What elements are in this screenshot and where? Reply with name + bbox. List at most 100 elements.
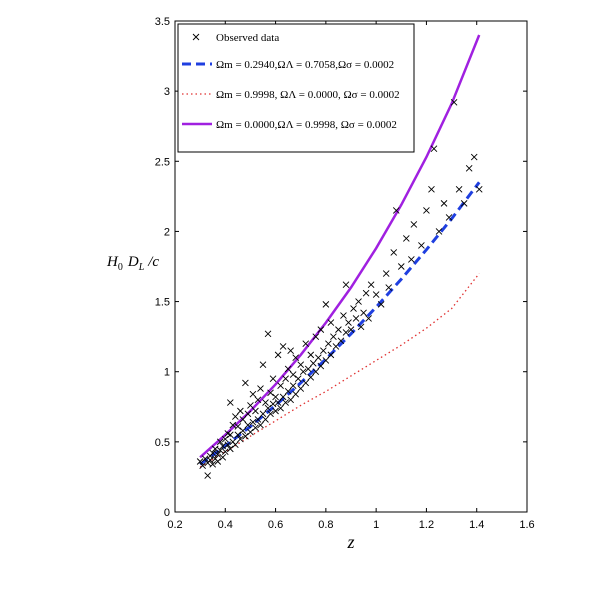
data-point xyxy=(307,374,315,381)
data-point xyxy=(397,263,405,270)
data-point xyxy=(292,354,300,362)
data-point xyxy=(335,326,342,333)
data-point xyxy=(289,382,297,390)
data-point xyxy=(304,365,312,373)
data-point xyxy=(211,445,219,453)
data-point xyxy=(330,333,337,340)
data-point xyxy=(428,186,435,193)
data-point xyxy=(418,242,425,249)
y-axis-label-text: H0 DL/c xyxy=(106,254,159,273)
plot-frame xyxy=(174,20,528,513)
data-point xyxy=(259,361,267,369)
data-point xyxy=(237,435,244,443)
x-tick-label: 0.8 xyxy=(318,519,333,531)
data-point xyxy=(385,284,393,291)
data-point xyxy=(360,309,367,317)
data-point xyxy=(279,343,287,350)
data-point xyxy=(410,221,418,228)
data-point xyxy=(408,256,415,263)
data-point xyxy=(244,410,252,418)
data-point xyxy=(242,432,249,440)
data-point xyxy=(214,458,222,465)
legend: Observed data Ωm = 0.2940,ΩΛ = 0.7058,Ωσ … xyxy=(177,23,415,153)
data-point xyxy=(382,270,390,277)
data-point xyxy=(402,235,410,242)
data-point xyxy=(224,441,232,448)
x-tick-label: 1.6 xyxy=(519,519,534,531)
data-point xyxy=(299,368,307,376)
y-tick-label: 0.5 xyxy=(155,437,170,449)
y-tick-label: 1 xyxy=(164,367,170,379)
x-tick-label: 0.2 xyxy=(167,519,182,531)
data-point xyxy=(242,379,249,387)
data-point xyxy=(392,207,400,214)
data-point xyxy=(239,427,247,434)
data-point xyxy=(320,347,327,354)
data-point xyxy=(365,315,372,322)
data-point xyxy=(209,460,217,468)
data-point xyxy=(257,385,264,392)
data-point xyxy=(357,323,365,331)
data-point xyxy=(284,365,292,373)
data-point xyxy=(460,200,468,207)
data-point xyxy=(440,200,448,207)
data-point xyxy=(294,375,302,383)
data-point xyxy=(430,145,438,152)
data-point xyxy=(209,449,217,457)
series-line-dotted xyxy=(199,273,480,468)
data-point xyxy=(282,375,289,383)
legend-entry-0: Observed data xyxy=(216,32,279,44)
data-point xyxy=(252,407,259,415)
data-point xyxy=(337,337,345,345)
data-point xyxy=(327,319,335,326)
data-point xyxy=(332,343,340,350)
data-point xyxy=(274,399,282,406)
data-point xyxy=(244,421,252,429)
data-point xyxy=(204,472,212,479)
data-point xyxy=(219,453,227,461)
data-point xyxy=(216,438,224,446)
data-point xyxy=(322,357,330,364)
data-point xyxy=(254,416,262,423)
axis-ticks: 0.2 0.4 0.6 0.8 1 1.2 1.4 1.6 0 0.5 1 1.5 2 2.5 3 3.5 xyxy=(155,16,535,531)
data-point xyxy=(342,329,350,336)
data-point xyxy=(307,351,315,359)
data-point xyxy=(239,416,247,423)
data-point xyxy=(264,404,272,412)
data-point xyxy=(317,362,325,370)
data-point xyxy=(302,340,310,347)
data-point xyxy=(292,390,300,398)
data-point xyxy=(355,298,362,305)
data-point xyxy=(269,375,277,383)
data-point xyxy=(252,424,259,432)
data-point xyxy=(232,441,239,448)
legend-entry-1: Ωm = 0.2940,ΩΛ = 0.7058,Ωσ = 0.0002 xyxy=(216,59,394,71)
data-point xyxy=(309,359,317,367)
data-point xyxy=(475,186,483,193)
data-point xyxy=(289,371,297,378)
data-point xyxy=(272,393,279,401)
observed-data-points xyxy=(196,99,483,479)
data-point xyxy=(277,382,284,390)
data-point xyxy=(219,442,227,450)
x-tick-label: 1.4 xyxy=(469,519,484,531)
data-point xyxy=(226,445,234,453)
data-point xyxy=(282,399,289,406)
data-point xyxy=(226,431,234,439)
data-point xyxy=(247,428,254,436)
data-point xyxy=(206,456,214,464)
data-point xyxy=(312,333,320,340)
data-point xyxy=(367,281,375,289)
data-point xyxy=(234,423,242,430)
data-point xyxy=(302,379,310,387)
data-point xyxy=(232,413,239,420)
data-point xyxy=(234,431,242,439)
data-point xyxy=(249,418,257,426)
legend-box xyxy=(177,23,415,153)
data-point xyxy=(297,361,305,369)
data-point xyxy=(284,388,292,395)
data-point xyxy=(372,291,380,298)
x-tick-label: 1.2 xyxy=(419,519,434,531)
data-point xyxy=(196,458,204,465)
